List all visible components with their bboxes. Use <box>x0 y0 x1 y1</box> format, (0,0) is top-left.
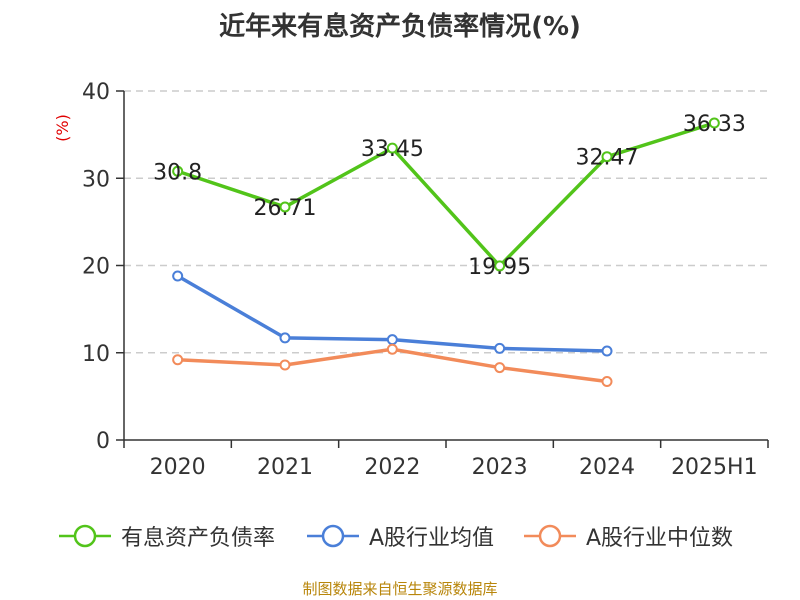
data-point <box>601 151 613 163</box>
data-label: 19.95 <box>468 255 531 280</box>
legend-marker-icon <box>307 524 359 548</box>
data-point <box>172 354 184 366</box>
data-point <box>601 376 613 388</box>
data-point <box>494 362 506 374</box>
data-point <box>494 342 506 354</box>
y-tick-label: 10 <box>82 342 110 367</box>
x-tick-label: 2024 <box>579 455 635 480</box>
x-tick-label: 2025H1 <box>671 455 758 480</box>
y-tick-label: 30 <box>82 167 110 192</box>
y-axis-label: (%) <box>53 114 72 142</box>
data-label: 26.71 <box>254 196 317 221</box>
x-tick-label: 2020 <box>150 455 206 480</box>
legend-item-series-0[interactable]: 有息资产负债率 <box>57 520 275 552</box>
legend-marker-icon <box>524 524 576 548</box>
y-tick-label: 40 <box>82 80 110 105</box>
data-point <box>386 343 398 355</box>
x-tick-label: 2021 <box>257 455 313 480</box>
axes: 0 10 20 30 40 (%) 2020 2021 2022 2023 2024 2025H1 <box>53 80 769 480</box>
data-point <box>601 345 613 357</box>
data-point <box>494 260 506 272</box>
data-label: 32.47 <box>576 146 639 171</box>
legend-label: A股行业中位数 <box>586 526 734 551</box>
data-label: 36.33 <box>683 112 746 137</box>
data-label: 33.45 <box>361 137 424 162</box>
legend-item-series-2[interactable]: A股行业中位数 <box>522 520 733 552</box>
data-point <box>279 359 291 371</box>
data-point <box>279 201 291 213</box>
series-lines <box>172 117 720 388</box>
legend-label: A股行业均值 <box>369 526 495 551</box>
data-labels: 30.8 26.71 33.45 19.95 32.47 36.33 <box>153 112 746 280</box>
series-line-0 <box>177 121 715 268</box>
data-point <box>279 332 291 344</box>
grid-lines <box>124 90 768 354</box>
data-point <box>172 270 184 282</box>
legend-label: 有息资产负债率 <box>121 526 276 551</box>
data-point <box>386 334 398 346</box>
data-point <box>386 142 398 154</box>
source-note: 制图数据来自恒生聚源数据库 <box>302 580 498 598</box>
legend-item-series-1[interactable]: A股行业均值 <box>305 520 494 552</box>
y-tick-label: 20 <box>82 255 110 280</box>
data-label: 30.8 <box>153 160 202 185</box>
data-point <box>708 117 720 129</box>
data-point <box>172 165 184 177</box>
x-tick-label: 2022 <box>364 455 420 480</box>
y-tick-label: 0 <box>96 429 110 454</box>
chart-title: 近年来有息资产负债率情况(%) <box>219 12 581 42</box>
x-tick-label: 2023 <box>472 455 528 480</box>
legend-marker-icon <box>59 524 111 548</box>
